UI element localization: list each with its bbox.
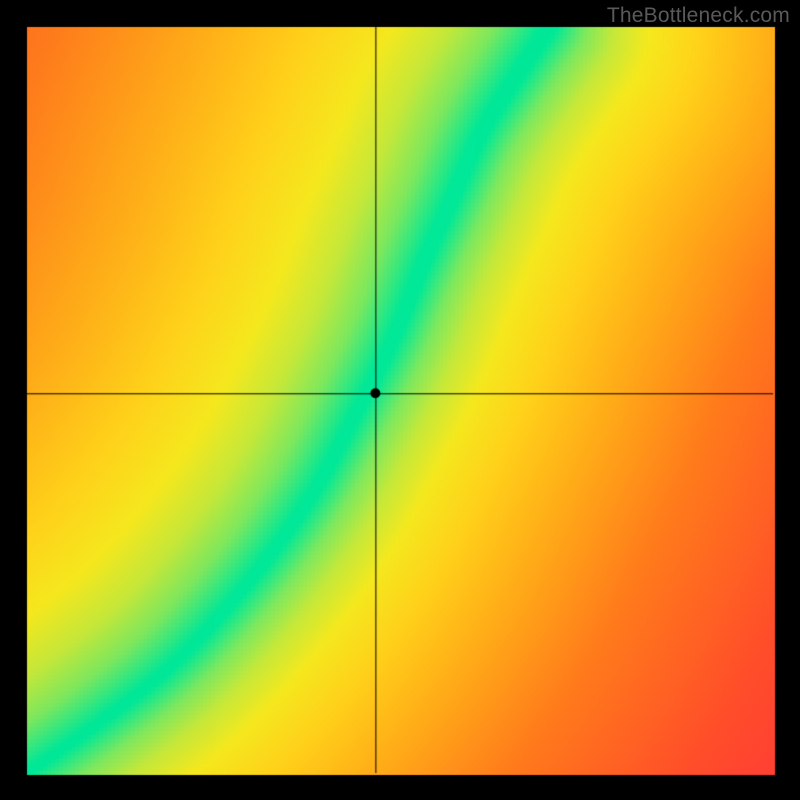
heatmap-canvas <box>0 0 800 800</box>
watermark-text: TheBottleneck.com <box>607 4 790 28</box>
chart-container: TheBottleneck.com <box>0 0 800 800</box>
